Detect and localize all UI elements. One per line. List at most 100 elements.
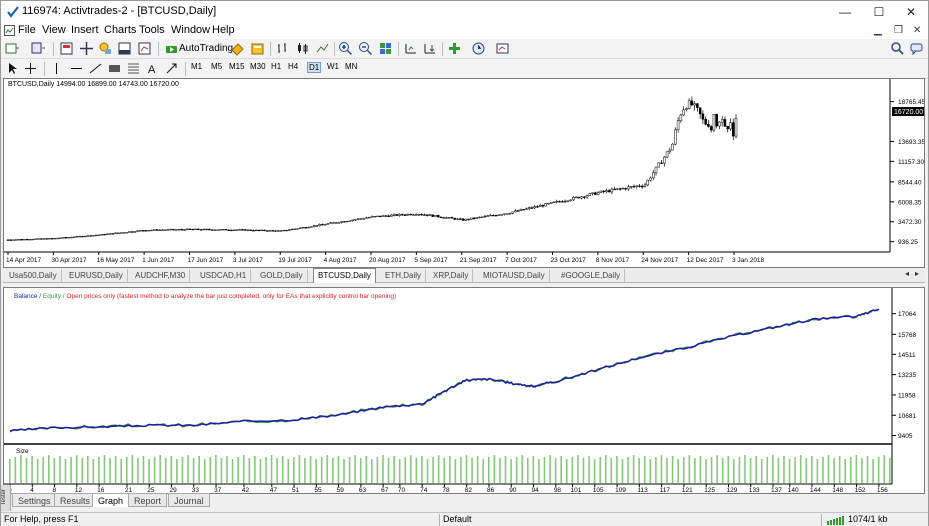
tester-x-tick: 78	[442, 487, 450, 493]
trendline-icon[interactable]	[88, 61, 103, 76]
periods-icon[interactable]	[471, 41, 486, 56]
equidistant-channel-icon[interactable]	[107, 61, 122, 76]
timeframe-m15[interactable]: M15	[229, 62, 245, 71]
tab-settings[interactable]: Settings	[12, 493, 57, 507]
candle-body	[685, 108, 688, 111]
navigator-icon[interactable]	[98, 41, 113, 56]
timeframe-h4[interactable]: H4	[288, 62, 299, 71]
terminal-panel-icon[interactable]	[117, 41, 132, 56]
chat-icon[interactable]	[909, 41, 924, 56]
size-bar	[393, 456, 395, 483]
doc-minimize-icon[interactable]: ▁	[874, 25, 882, 36]
maximize-button[interactable]: ☐	[873, 5, 885, 19]
size-bar	[571, 457, 574, 483]
data-window-icon[interactable]	[79, 41, 94, 56]
menu-tools[interactable]: Tools	[139, 24, 165, 36]
indicators-icon[interactable]	[447, 41, 462, 56]
zoom-in-icon[interactable]	[338, 41, 353, 56]
tab-eth[interactable]: ETH,Daily	[381, 269, 427, 282]
metaeditor-icon[interactable]	[250, 41, 265, 56]
autotrading-button[interactable]: AutoTrading	[179, 43, 234, 54]
templates-icon[interactable]	[495, 41, 510, 56]
menu-insert[interactable]: Insert	[71, 24, 99, 36]
price-chart[interactable]: BTCUSD,Daily 14994.00 16899.00 14743.00 …	[3, 78, 925, 268]
timeframe-m1[interactable]: M1	[191, 62, 203, 71]
profiles-icon[interactable]	[31, 41, 46, 56]
tab-miotausd[interactable]: MIOTAUSD,Daily	[479, 269, 550, 282]
tab-journal[interactable]: Journal	[168, 493, 210, 507]
cursor-icon[interactable]	[5, 61, 20, 76]
tester-x-tick: 156	[877, 487, 888, 493]
candle-body	[227, 229, 230, 231]
chart-shift-icon[interactable]	[403, 41, 418, 56]
tile-windows-icon[interactable]	[378, 41, 393, 56]
timeframe-m30[interactable]: M30	[250, 62, 266, 71]
close-button[interactable]: ✕	[905, 5, 917, 19]
tab-xrp[interactable]: XRP,Daily	[429, 269, 474, 282]
vertical-line-icon[interactable]	[49, 61, 64, 76]
candle-body	[334, 222, 338, 224]
tab-report[interactable]: Report	[128, 493, 168, 507]
menu-view[interactable]: View	[42, 24, 66, 36]
tab-usa500[interactable]: Usa500,Daily	[5, 269, 62, 282]
tab-google[interactable]: #GOOGLE,Daily	[557, 269, 626, 282]
tester-x-tick: 42	[242, 487, 250, 493]
size-bar	[70, 457, 72, 483]
zoom-out-icon[interactable]	[358, 41, 373, 56]
tester-x-tick: 55	[314, 487, 322, 493]
doc-close-icon[interactable]: ✕	[913, 25, 922, 36]
chart-document-icon[interactable]	[4, 25, 15, 36]
size-bar	[454, 459, 457, 483]
timeframe-w1[interactable]: W1	[327, 62, 339, 71]
line-chart-icon[interactable]	[315, 41, 330, 56]
text-label-icon[interactable]: A	[145, 61, 160, 76]
tab-btcusd[interactable]: BTCUSD,Daily	[313, 268, 376, 283]
timeframe-mn[interactable]: MN	[345, 62, 358, 71]
menu-file[interactable]: File	[18, 24, 36, 36]
tab-eurusd[interactable]: EURUSD,Daily	[65, 269, 128, 282]
size-bar	[649, 459, 652, 483]
current-price-marker	[892, 107, 924, 116]
tab-scroll-right-icon[interactable]: ▸	[915, 269, 920, 278]
candlesticks-icon[interactable]	[295, 41, 310, 56]
search-icon[interactable]	[890, 41, 905, 56]
auto-scroll-icon[interactable]	[422, 41, 437, 56]
market-watch-icon[interactable]	[59, 41, 74, 56]
menu-help[interactable]: Help	[212, 24, 235, 36]
autotrading-icon[interactable]	[164, 41, 179, 56]
strategy-tester-icon[interactable]	[137, 41, 152, 56]
timeframe-m5[interactable]: M5	[211, 62, 223, 71]
tab-graph[interactable]: Graph	[92, 493, 130, 507]
tester-graph-panel[interactable]: Balance / Equity / Open prices only (fas…	[3, 287, 925, 494]
tab-usdcad[interactable]: USDCAD,H1	[196, 269, 252, 282]
size-bar	[231, 459, 234, 483]
size-bar	[293, 457, 295, 483]
candle-body	[81, 235, 84, 238]
new-chart-icon[interactable]	[5, 41, 20, 56]
tester-sidebar[interactable]: Tester	[1, 485, 11, 511]
timeframe-h1[interactable]: H1	[271, 62, 282, 71]
candle-body	[288, 229, 291, 231]
chart-tabs: Usa500,Daily EURUSD,Daily AUDCHF,M30 USD…	[3, 268, 925, 283]
timeframe-d1[interactable]: D1	[307, 62, 322, 73]
candle-body	[301, 227, 305, 229]
doc-restore-icon[interactable]: ❐	[894, 25, 903, 36]
size-bar	[621, 459, 624, 483]
size-bar	[794, 457, 796, 483]
crosshair-icon[interactable]	[23, 61, 38, 76]
menu-window[interactable]: Window	[171, 24, 211, 36]
candle-body	[660, 162, 663, 164]
tab-gold[interactable]: GOLD,Daily	[256, 269, 308, 282]
candle-body	[354, 219, 357, 221]
menu-charts[interactable]: Charts	[104, 24, 137, 36]
horizontal-line-icon[interactable]	[69, 61, 84, 76]
new-order-icon[interactable]	[230, 41, 245, 56]
tab-scroll-left-icon[interactable]: ◂	[905, 269, 910, 278]
fibonacci-icon[interactable]	[126, 61, 141, 76]
bar-chart-icon[interactable]	[275, 41, 290, 56]
arrows-icon[interactable]	[164, 61, 179, 76]
minimize-button[interactable]: —	[839, 5, 851, 19]
tab-results[interactable]: Results	[54, 493, 97, 507]
tab-audchf[interactable]: AUDCHF,M30	[131, 269, 191, 282]
